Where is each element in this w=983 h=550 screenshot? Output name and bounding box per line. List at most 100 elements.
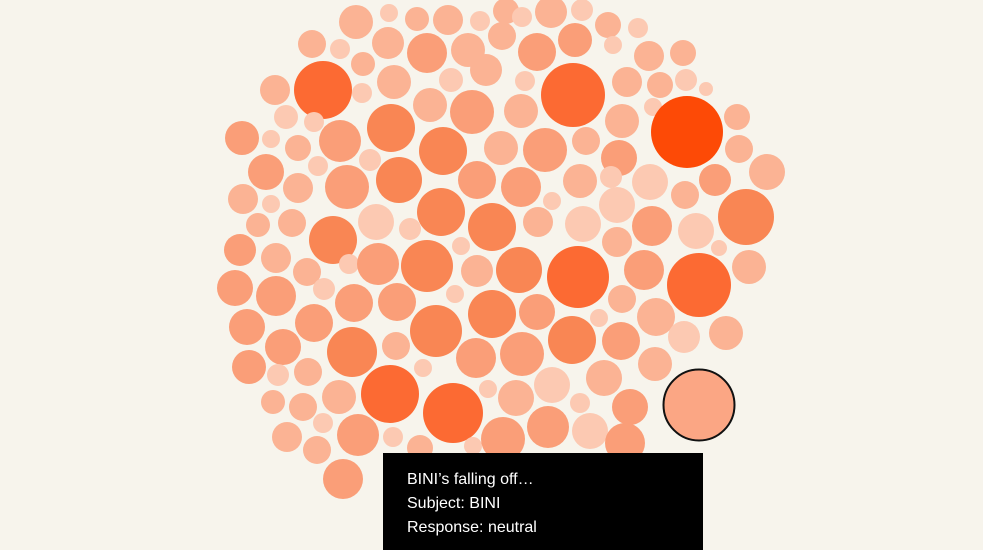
bubble[interactable] bbox=[670, 40, 696, 66]
bubble[interactable] bbox=[628, 18, 648, 38]
bubble[interactable] bbox=[303, 436, 331, 464]
bubble[interactable] bbox=[261, 390, 285, 414]
bubble[interactable] bbox=[339, 5, 373, 39]
bubble[interactable] bbox=[293, 258, 321, 286]
bubble[interactable] bbox=[699, 164, 731, 196]
bubble[interactable] bbox=[634, 41, 664, 71]
bubble[interactable] bbox=[304, 112, 324, 132]
bubble[interactable] bbox=[479, 380, 497, 398]
bubble[interactable] bbox=[602, 322, 640, 360]
bubble[interactable] bbox=[595, 12, 621, 38]
bubble[interactable] bbox=[372, 27, 404, 59]
bubble[interactable] bbox=[543, 192, 561, 210]
bubble[interactable] bbox=[308, 156, 328, 176]
bubble[interactable] bbox=[399, 218, 421, 240]
bubble[interactable] bbox=[599, 187, 635, 223]
bubble[interactable] bbox=[378, 283, 416, 321]
bubble[interactable] bbox=[313, 278, 335, 300]
bubble[interactable] bbox=[563, 164, 597, 198]
bubble[interactable] bbox=[541, 63, 605, 127]
bubble[interactable] bbox=[699, 82, 713, 96]
bubble[interactable] bbox=[383, 427, 403, 447]
bubble[interactable] bbox=[339, 254, 359, 274]
bubble[interactable] bbox=[612, 67, 642, 97]
bubble[interactable] bbox=[468, 203, 516, 251]
highlighted-bubble[interactable] bbox=[662, 368, 736, 442]
bubble[interactable] bbox=[262, 130, 280, 148]
bubble[interactable] bbox=[523, 207, 553, 237]
bubble[interactable] bbox=[496, 247, 542, 293]
bubble[interactable] bbox=[313, 413, 333, 433]
bubble[interactable] bbox=[651, 96, 723, 168]
bubble[interactable] bbox=[464, 437, 482, 455]
bubble[interactable] bbox=[261, 243, 291, 273]
bubble[interactable] bbox=[724, 104, 750, 130]
bubble[interactable] bbox=[501, 167, 541, 207]
bubble[interactable] bbox=[352, 83, 372, 103]
bubble[interactable] bbox=[357, 243, 399, 285]
bubble[interactable] bbox=[624, 250, 664, 290]
bubble[interactable] bbox=[570, 393, 590, 413]
bubble[interactable] bbox=[446, 285, 464, 303]
bubble[interactable] bbox=[217, 270, 253, 306]
bubble[interactable] bbox=[604, 36, 622, 54]
bubble[interactable] bbox=[285, 135, 311, 161]
bubble[interactable] bbox=[711, 240, 727, 256]
bubble[interactable] bbox=[450, 90, 494, 134]
bubble[interactable] bbox=[452, 237, 470, 255]
bubble[interactable] bbox=[637, 298, 675, 336]
bubble[interactable] bbox=[749, 154, 785, 190]
bubble[interactable] bbox=[358, 204, 394, 240]
bubble[interactable] bbox=[608, 285, 636, 313]
bubble[interactable] bbox=[377, 65, 411, 99]
bubble[interactable] bbox=[337, 414, 379, 456]
bubble[interactable] bbox=[309, 216, 357, 264]
bubble[interactable] bbox=[351, 52, 375, 76]
bubble[interactable] bbox=[547, 246, 609, 308]
bubble[interactable] bbox=[500, 332, 544, 376]
bubble[interactable] bbox=[632, 164, 668, 200]
bubble[interactable] bbox=[335, 284, 373, 322]
bubble[interactable] bbox=[262, 195, 280, 213]
bubble[interactable] bbox=[504, 94, 538, 128]
bubble[interactable] bbox=[519, 294, 555, 330]
bubble[interactable] bbox=[605, 104, 639, 138]
bubble[interactable] bbox=[667, 253, 731, 317]
bubble[interactable] bbox=[283, 173, 313, 203]
bubble[interactable] bbox=[668, 321, 700, 353]
bubble[interactable] bbox=[405, 7, 429, 31]
bubble[interactable] bbox=[548, 316, 596, 364]
bubble[interactable] bbox=[518, 33, 556, 71]
bubble[interactable] bbox=[256, 276, 296, 316]
bubble[interactable] bbox=[367, 104, 415, 152]
bubble[interactable] bbox=[586, 360, 622, 396]
bubble[interactable] bbox=[414, 359, 432, 377]
bubble[interactable] bbox=[265, 329, 301, 365]
bubble[interactable] bbox=[419, 127, 467, 175]
bubble[interactable] bbox=[484, 131, 518, 165]
bubble[interactable] bbox=[458, 161, 496, 199]
bubble[interactable] bbox=[232, 350, 266, 384]
bubble[interactable] bbox=[456, 338, 496, 378]
bubble[interactable] bbox=[602, 227, 632, 257]
bubble[interactable] bbox=[572, 127, 600, 155]
bubble[interactable] bbox=[295, 304, 333, 342]
bubble[interactable] bbox=[732, 250, 766, 284]
bubble[interactable] bbox=[488, 22, 516, 50]
bubble[interactable] bbox=[481, 417, 525, 461]
bubble[interactable] bbox=[260, 75, 290, 105]
bubble[interactable] bbox=[433, 5, 463, 35]
bubble[interactable] bbox=[229, 309, 265, 345]
bubble[interactable] bbox=[565, 206, 601, 242]
bubble[interactable] bbox=[323, 459, 363, 499]
bubble[interactable] bbox=[470, 54, 502, 86]
bubble[interactable] bbox=[423, 383, 483, 443]
bubble[interactable] bbox=[439, 68, 463, 92]
bubble[interactable] bbox=[461, 255, 493, 287]
bubble[interactable] bbox=[376, 157, 422, 203]
bubble[interactable] bbox=[410, 305, 462, 357]
bubble[interactable] bbox=[407, 33, 447, 73]
bubble[interactable] bbox=[671, 181, 699, 209]
bubble[interactable] bbox=[718, 189, 774, 245]
bubble[interactable] bbox=[725, 135, 753, 163]
